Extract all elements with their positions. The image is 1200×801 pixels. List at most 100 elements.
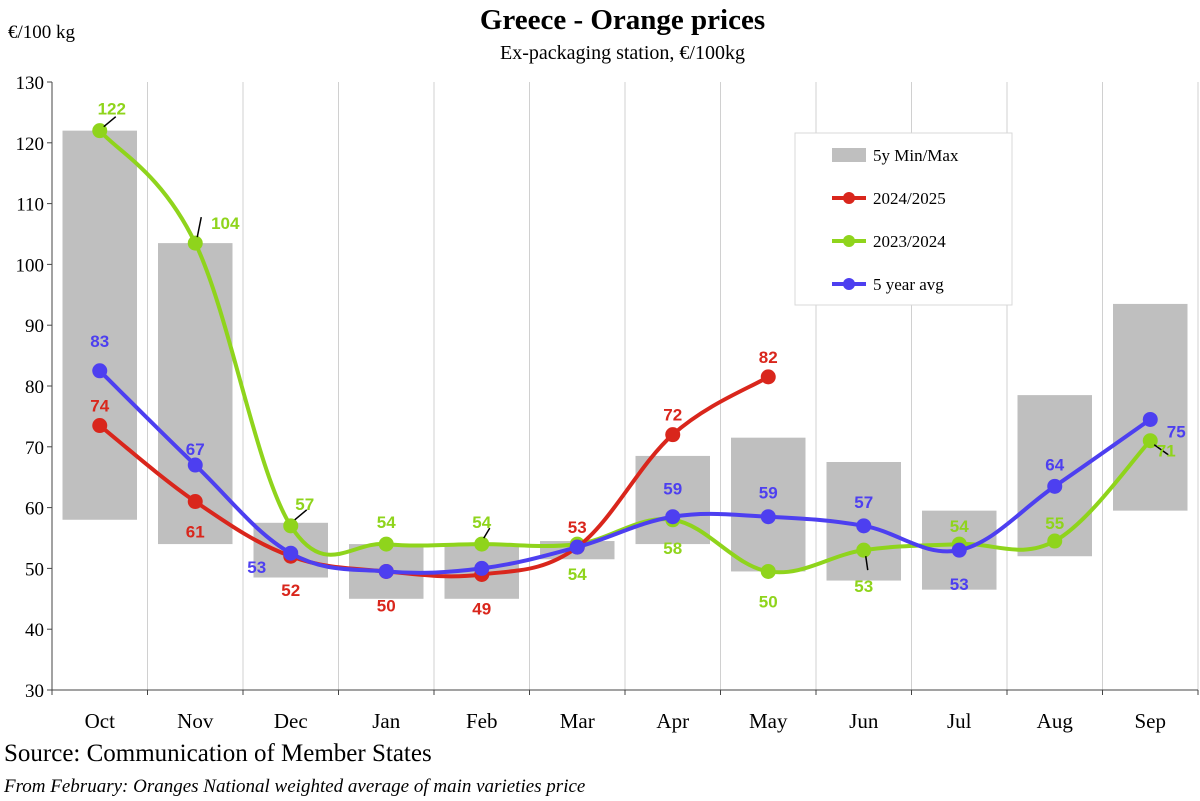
data-label: 54 (568, 565, 587, 584)
data-label: 59 (663, 480, 682, 499)
y-tick-label: 110 (16, 195, 44, 216)
data-label: 54 (377, 513, 396, 532)
y-tick-label: 100 (16, 255, 45, 276)
data-label: 83 (90, 332, 109, 351)
x-tick-label: Jul (947, 709, 972, 733)
data-label: 122 (98, 100, 126, 119)
data-label: 50 (759, 592, 778, 611)
y-tick-label: 60 (25, 499, 44, 520)
label-leader-line (865, 556, 869, 571)
series-point (187, 494, 203, 510)
y-axis-label: €/100 kg (8, 22, 76, 43)
y-tick-label: 130 (16, 73, 45, 94)
minmax-bar (158, 243, 233, 545)
series-point (474, 560, 490, 576)
y-tick-label: 90 (25, 316, 44, 337)
label-leader-line (196, 216, 202, 238)
series-point (856, 518, 872, 534)
minmax-bar (1113, 303, 1188, 511)
data-label: 54 (472, 513, 491, 532)
x-tick-label: Mar (560, 709, 595, 733)
series-point (665, 427, 681, 443)
data-label: 54 (950, 517, 969, 536)
source-note: Source: Communication of Member States (4, 740, 432, 767)
chart-title: Greece - Orange prices (479, 4, 766, 36)
y-tick-label: 70 (25, 438, 44, 459)
x-tick-label: Jan (372, 709, 400, 733)
data-label: 61 (186, 523, 205, 542)
legend-label: 5 year avg (873, 275, 944, 294)
data-label: 57 (854, 493, 873, 512)
data-label: 53 (568, 518, 587, 537)
data-label: 53 (854, 577, 873, 596)
series-point (1142, 433, 1158, 449)
data-label: 74 (90, 397, 109, 416)
series-point (187, 457, 203, 473)
series-point (951, 542, 967, 558)
x-tick-label: May (749, 709, 788, 733)
series-point (1047, 478, 1063, 494)
legend-label: 2023/2024 (873, 232, 946, 251)
data-label: 59 (759, 484, 778, 503)
label-leader-line (294, 509, 308, 521)
data-label: 75 (1167, 422, 1186, 441)
minmax-bar (62, 130, 137, 520)
legend-box (794, 132, 1013, 306)
y-tick-label: 40 (25, 620, 44, 641)
series-point (760, 563, 776, 579)
data-label: 104 (211, 214, 240, 233)
legend-label: 2024/2025 (873, 189, 946, 208)
chart-subtitle: Ex-packaging station, €/100kg (500, 42, 745, 64)
data-label: 64 (1045, 455, 1064, 474)
label-leader-line (1153, 444, 1169, 456)
legend-swatch-marker (843, 235, 855, 247)
label-leader-line (103, 116, 117, 128)
data-label: 67 (186, 440, 205, 459)
series-point (92, 418, 108, 434)
data-label: 71 (1157, 442, 1176, 461)
minmax-bar (1017, 395, 1092, 557)
series-point (92, 363, 108, 379)
series-point (760, 509, 776, 525)
series-point (283, 518, 299, 534)
data-label: 53 (247, 558, 266, 577)
data-label: 57 (295, 495, 314, 514)
legend-label: 5y Min/Max (873, 146, 959, 165)
y-tick-label: 50 (25, 559, 44, 580)
y-tick-label: 120 (16, 134, 45, 155)
series-point (665, 509, 681, 525)
data-label: 50 (377, 596, 396, 615)
series-point (569, 539, 585, 555)
series-point (283, 545, 299, 561)
legend-swatch-bar (832, 148, 866, 162)
series-point (1047, 533, 1063, 549)
legend-swatch-marker (843, 278, 855, 290)
x-tick-label: Apr (656, 709, 689, 733)
data-label: 55 (1045, 514, 1064, 533)
data-label: 53 (950, 575, 969, 594)
legend-swatch-marker (843, 192, 855, 204)
label-leader-line (483, 527, 491, 539)
series-point (92, 123, 108, 139)
data-label: 49 (472, 599, 491, 618)
x-tick-label: Jun (849, 709, 879, 733)
series-line (97, 368, 1153, 575)
series-point (187, 235, 203, 251)
x-tick-label: Feb (466, 709, 498, 733)
series-point (378, 536, 394, 552)
data-label: 72 (663, 406, 682, 425)
series-point (474, 536, 490, 552)
x-tick-label: Oct (85, 709, 115, 733)
data-label: 58 (663, 539, 682, 558)
footnote: From February: Oranges National weighted… (4, 776, 586, 797)
y-tick-label: 80 (25, 377, 44, 398)
x-tick-label: Nov (177, 709, 214, 733)
data-label: 52 (281, 581, 300, 600)
x-tick-label: Sep (1135, 709, 1167, 733)
data-label: 82 (759, 348, 778, 367)
series-point (856, 542, 872, 558)
minmax-bar (731, 437, 806, 572)
x-tick-label: Dec (274, 709, 308, 733)
